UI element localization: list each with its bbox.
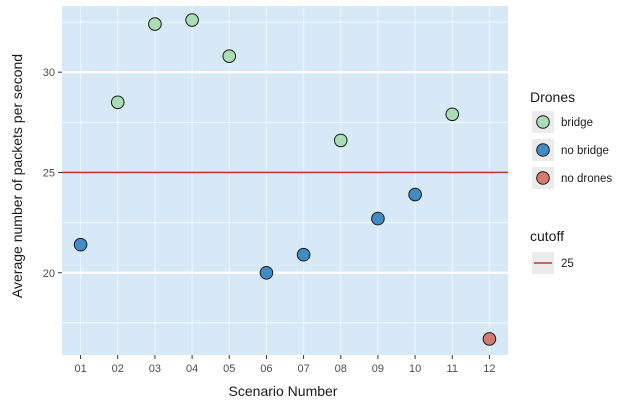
point-no-bridge-01 xyxy=(73,237,88,252)
x-axis-title: Scenario Number xyxy=(229,383,338,399)
x-tick-label: 10 xyxy=(409,363,421,375)
plot-panel xyxy=(62,6,508,355)
point-no-bridge-06 xyxy=(259,265,274,280)
point-no-bridge-10 xyxy=(408,187,422,202)
legend-label-bridge: bridge xyxy=(561,117,593,129)
x-tick-label: 07 xyxy=(297,363,309,375)
y-axis-title: Average number of packets per second xyxy=(9,54,25,298)
x-tick-label: 04 xyxy=(186,363,198,375)
x-tick-label: 08 xyxy=(335,363,347,375)
legend-title-drones: Drones xyxy=(530,89,575,105)
y-tick-label: 30 xyxy=(43,67,55,79)
legend-drones-keys: bridge no bridge no drones xyxy=(532,111,612,189)
point-bridge-02 xyxy=(110,95,125,110)
x-tick-label: 12 xyxy=(483,363,495,375)
point-bridge-11 xyxy=(445,107,460,122)
data-points xyxy=(73,13,497,346)
x-tick-label: 11 xyxy=(447,363,458,375)
x-tick-label: 09 xyxy=(372,363,384,375)
legend-label-no-bridge: no bridge xyxy=(561,145,609,157)
point-no-bridge-07 xyxy=(296,247,311,262)
x-tick-label: 03 xyxy=(149,363,161,375)
y-axis-ticks: 20 25 30 xyxy=(43,67,62,280)
legend: Drones bridge no bridge no drones cutoff 2… xyxy=(530,89,612,274)
y-tick-label: 25 xyxy=(43,167,55,179)
x-tick-label: 06 xyxy=(260,363,272,375)
point-no-drones-12 xyxy=(482,332,497,346)
legend-key-bridge xyxy=(536,115,550,129)
legend-key-no-drones xyxy=(536,171,550,185)
point-bridge-05 xyxy=(222,49,237,63)
point-bridge-04 xyxy=(185,13,199,27)
y-tick-label: 20 xyxy=(43,268,55,280)
legend-cutoff-key: 25 xyxy=(532,252,574,274)
x-tick-label: 02 xyxy=(112,363,124,375)
point-bridge-08 xyxy=(333,133,348,148)
legend-label-no-drones: no drones xyxy=(561,173,612,185)
legend-label-cutoff: 25 xyxy=(561,258,574,270)
legend-title-cutoff: cutoff xyxy=(530,228,564,244)
point-no-bridge-09 xyxy=(371,211,385,226)
point-bridge-03 xyxy=(148,17,162,31)
x-tick-label: 05 xyxy=(223,363,235,375)
x-tick-label: 01 xyxy=(74,363,86,375)
x-axis-ticks: 01 02 03 04 05 06 07 08 09 10 11 12 xyxy=(74,355,496,375)
legend-key-no-bridge xyxy=(536,143,550,157)
